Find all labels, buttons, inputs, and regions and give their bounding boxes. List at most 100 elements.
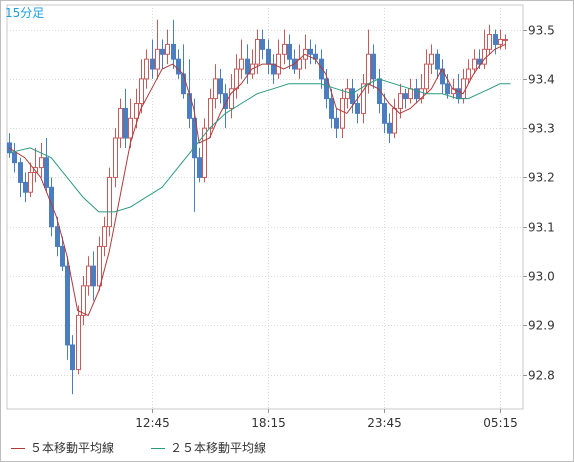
- candle-body-up: [345, 88, 350, 100]
- y-tick-label: 92.9: [528, 319, 555, 333]
- candle-body-up: [81, 285, 86, 316]
- candle-body-up: [107, 176, 112, 228]
- candle-body-down: [371, 53, 376, 80]
- candle-body-up: [128, 117, 133, 139]
- timeframe-label: 15分足: [5, 6, 45, 20]
- legend-swatch-ma5: [11, 448, 25, 449]
- candle-body-up: [155, 48, 160, 70]
- candle-body-down: [387, 122, 392, 134]
- legend-item-ma25: ２５本移動平均線: [151, 439, 266, 456]
- candle-body-up: [424, 63, 429, 90]
- candle-body-down: [382, 103, 387, 124]
- candle-body-down: [287, 43, 292, 60]
- candle-body-down: [192, 117, 197, 159]
- x-tick-label: 12:45: [135, 416, 170, 430]
- candle-body-up: [487, 34, 492, 50]
- candle-body-down: [70, 344, 75, 371]
- candle-body-up: [498, 38, 503, 45]
- candle-body-up: [76, 314, 81, 371]
- candle-body-up: [503, 38, 508, 41]
- y-tick-label: 93.4: [528, 73, 555, 87]
- candle-body-down: [218, 78, 223, 95]
- x-tick-label: 05:15: [483, 416, 518, 430]
- candle-body-down: [324, 78, 329, 100]
- candle-body-up: [408, 88, 413, 100]
- candle-body-down: [403, 93, 408, 100]
- ma25-line: [8, 78, 511, 213]
- candle-body-up: [482, 48, 487, 65]
- candle-body-down: [319, 58, 324, 80]
- candle-body-down: [160, 48, 165, 55]
- candle-body-up: [361, 83, 366, 114]
- candle-body-up: [86, 265, 91, 287]
- candle-body-up: [472, 58, 477, 70]
- candle-body-down: [55, 226, 60, 247]
- y-tick-label: 93.1: [528, 221, 555, 235]
- candle-body-up: [255, 38, 260, 65]
- candle-body-up: [392, 107, 397, 134]
- candle-body-down: [23, 181, 28, 193]
- candle-body-down: [176, 58, 181, 75]
- candle-body-down: [197, 157, 202, 178]
- candle-body-up: [340, 98, 345, 129]
- y-tick-label: 93.2: [528, 171, 555, 185]
- candle-body-down: [65, 265, 70, 346]
- candle-body-up: [398, 93, 403, 109]
- candle-body-down: [91, 265, 96, 287]
- candle-body-up: [429, 53, 434, 65]
- candle-body-down: [435, 53, 440, 70]
- candle-body-up: [134, 103, 139, 119]
- candle-body-up: [39, 157, 44, 169]
- candle-body-down: [334, 117, 339, 129]
- candle-body-up: [208, 98, 213, 129]
- candle-body-down: [12, 152, 17, 164]
- y-tick-label: 93.0: [528, 270, 555, 284]
- candle-body-up: [276, 53, 281, 75]
- legend-item-ma5: ５本移動平均線: [11, 439, 114, 456]
- candle-body-down: [493, 34, 498, 45]
- ma5-line: [8, 43, 506, 317]
- candle-body-up: [28, 172, 33, 193]
- candle-body-up: [229, 88, 234, 109]
- candle-body-down: [445, 83, 450, 95]
- candle-body-up: [144, 58, 149, 80]
- candle-body-up: [102, 226, 107, 247]
- candle-body-down: [266, 48, 271, 65]
- candle-body-up: [234, 68, 239, 90]
- legend-swatch-ma25: [151, 448, 165, 449]
- candle-body-up: [113, 137, 118, 178]
- candle-body-down: [477, 58, 482, 65]
- candle-body-up: [202, 127, 207, 178]
- plot-area: [6, 4, 524, 410]
- candle-body-up: [366, 53, 371, 85]
- candle-body-down: [329, 98, 334, 119]
- candle-body-up: [213, 78, 218, 100]
- candle-body-up: [165, 43, 170, 55]
- candle-body-up: [466, 68, 471, 80]
- x-tick-label: 18:15: [251, 416, 286, 430]
- candle-body-down: [150, 58, 155, 70]
- candle-body-down: [223, 93, 228, 109]
- legend-label-ma25: ２５本移動平均線: [170, 441, 267, 455]
- legend-label-ma5: ５本移動平均線: [30, 441, 115, 455]
- y-tick-label: 93.3: [528, 122, 555, 136]
- candle-body-down: [44, 157, 49, 188]
- candle-body-down: [414, 88, 419, 100]
- candle-body-up: [461, 78, 466, 100]
- candle-body-down: [271, 63, 276, 75]
- y-tick-label: 92.8: [528, 369, 555, 383]
- candle-body-down: [456, 88, 461, 100]
- candle-body-up: [282, 43, 287, 55]
- candle-body-down: [49, 186, 54, 228]
- candle-body-up: [33, 167, 38, 174]
- candle-body-up: [97, 245, 102, 287]
- candle-body-up: [118, 107, 123, 139]
- candle-body-down: [350, 88, 355, 105]
- candle-body-down: [308, 48, 313, 55]
- candle-body-down: [355, 103, 360, 114]
- candle-body-down: [60, 245, 65, 267]
- candle-body-down: [18, 162, 23, 183]
- y-tick-label: 93.5: [528, 24, 555, 38]
